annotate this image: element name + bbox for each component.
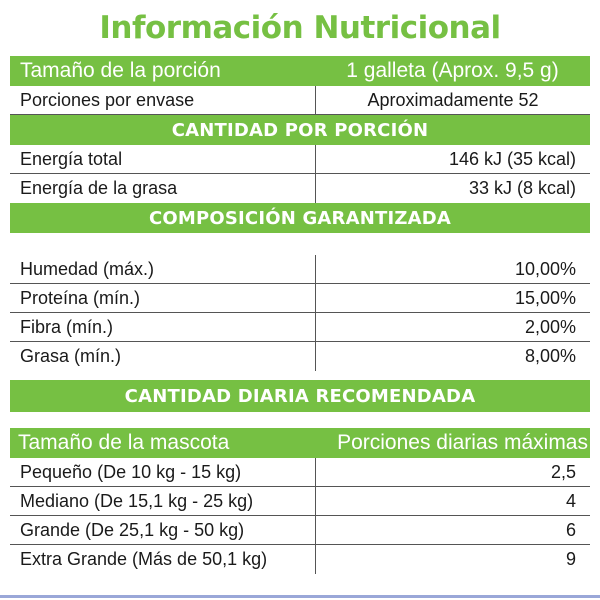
max-servings-value: 2,5 [315,458,590,486]
daily-recommended-heading: CANTIDAD DIARIA RECOMENDADA [10,380,590,412]
table-row: Extra Grande (Más de 50,1 kg) 9 [10,545,590,574]
pet-size-label: Pequeño (De 10 kg - 15 kg) [20,461,242,482]
servings-per-container-row: Porciones por envase Aproximadamente 52 [10,86,590,115]
pet-size-column-header: Tamaño de la mascota [18,431,230,454]
table-row: Mediano (De 15,1 kg - 25 kg) 4 [10,487,590,516]
composition-panel: Humedad (máx.) 10,00% Proteína (mín.) 15… [10,255,590,371]
serving-size-row: Tamaño de la porción 1 galleta (Aprox. 9… [10,56,590,86]
max-servings-value: 4 [315,487,590,515]
servings-per-container-value: Aproximadamente 52 [315,86,590,114]
serving-panel: Tamaño de la porción 1 galleta (Aprox. 9… [10,56,590,233]
composition-label: Grasa (mín.) [20,346,122,366]
max-servings-column-header: Porciones diarias máximas [337,431,588,454]
daily-recommended-panel: CANTIDAD DIARIA RECOMENDADA [10,380,590,412]
composition-label: Proteína (mín.) [20,287,141,308]
daily-table-header: Tamaño de la mascota Porciones diarias m… [10,428,590,458]
nutrient-value: 146 kJ (35 kcal) [315,145,590,173]
pet-size-label: Extra Grande (Más de 50,1 kg) [20,549,268,569]
table-row: Pequeño (De 10 kg - 15 kg) 2,5 [10,458,590,487]
pet-size-label: Mediano (De 15,1 kg - 25 kg) [20,490,254,511]
composition-value: 8,00% [315,342,590,371]
amount-per-serving-heading: CANTIDAD POR PORCIÓN [10,115,590,145]
table-row: Energía total 146 kJ (35 kcal) [10,145,590,174]
composition-label: Humedad (máx.) [20,258,155,279]
table-row: Proteína (mín.) 15,00% [10,284,590,313]
nutrient-label: Energía de la grasa [20,178,178,198]
serving-size-label: Tamaño de la porción [20,59,221,82]
nutrient-label: Energía total [20,148,123,169]
daily-table-panel: Tamaño de la mascota Porciones diarias m… [10,428,590,574]
composition-label: Fibra (mín.) [20,316,114,337]
servings-per-container-label: Porciones por envase [20,89,195,110]
bottom-rule [0,595,600,598]
table-row: Grande (De 25,1 kg - 50 kg) 6 [10,516,590,545]
table-row: Energía de la grasa 33 kJ (8 kcal) [10,174,590,203]
nutrient-value: 33 kJ (8 kcal) [315,174,590,203]
table-row: Humedad (máx.) 10,00% [10,255,590,284]
max-servings-value: 6 [315,516,590,544]
max-servings-value: 9 [315,545,590,574]
composition-value: 10,00% [315,255,590,283]
table-row: Fibra (mín.) 2,00% [10,313,590,342]
page-title: Información Nutricional [99,10,501,46]
guaranteed-composition-heading: COMPOSICIÓN GARANTIZADA [10,203,590,233]
serving-size-value: 1 galleta (Aprox. 9,5 g) [346,59,559,82]
pet-size-label: Grande (De 25,1 kg - 50 kg) [20,519,245,540]
composition-value: 2,00% [315,313,590,341]
composition-value: 15,00% [315,284,590,312]
table-row: Grasa (mín.) 8,00% [10,342,590,371]
